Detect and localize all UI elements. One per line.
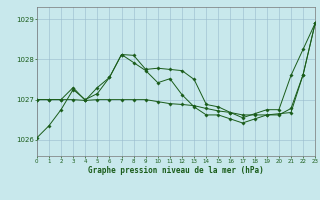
X-axis label: Graphe pression niveau de la mer (hPa): Graphe pression niveau de la mer (hPa) <box>88 166 264 175</box>
